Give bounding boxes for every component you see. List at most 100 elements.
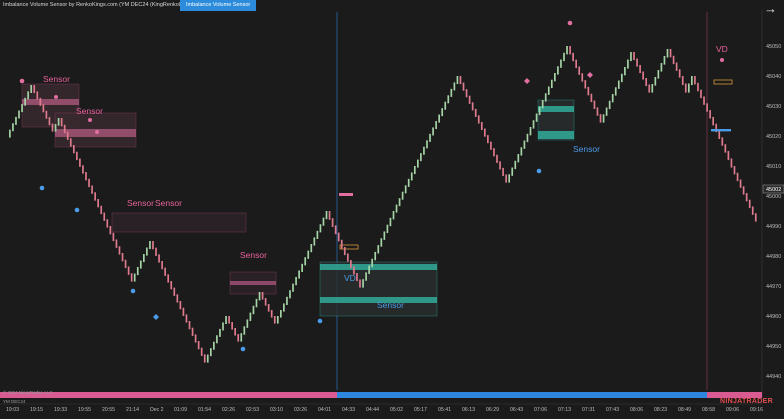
session-bar-pink-2 xyxy=(707,392,762,398)
renko-brick-up xyxy=(149,241,151,250)
renko-brick-down xyxy=(85,172,87,181)
renko-brick-down xyxy=(88,178,90,188)
renko-brick-down xyxy=(203,354,206,363)
renko-brick-down xyxy=(270,310,273,318)
renko-brick-up xyxy=(255,298,258,308)
marker-pink-dot xyxy=(567,20,573,26)
session-bar-blue xyxy=(337,392,707,398)
renko-brick-up xyxy=(429,133,431,142)
renko-brick-down xyxy=(231,322,233,330)
time-axis-labels: 19:03 19:15 19:33 19:55 20:55 21:14 Dec 2 01:09… xyxy=(6,407,763,413)
time-label: Dec 2 xyxy=(150,407,164,413)
renko-brick-down xyxy=(103,212,106,221)
time-label: 03:26 xyxy=(294,407,307,413)
renko-brick-up xyxy=(456,76,459,85)
time-label: 08:23 xyxy=(654,407,667,413)
zone-teal-1-band-a xyxy=(320,264,437,270)
price-label: 45000 xyxy=(766,194,781,200)
renko-brick-up xyxy=(57,118,60,126)
renko-brick-up xyxy=(517,154,520,163)
renko-brick-down xyxy=(724,144,727,153)
renko-brick-down xyxy=(459,76,462,85)
renko-brick-up xyxy=(225,316,227,325)
price-label: 44940 xyxy=(766,374,781,380)
renko-brick-down xyxy=(590,93,593,103)
renko-brick-down xyxy=(82,165,84,174)
renko-brick-down xyxy=(669,49,672,58)
renko-brick-up xyxy=(377,245,380,254)
renko-brick-up xyxy=(316,230,319,239)
renko-brick-up xyxy=(392,211,395,220)
renko-brick-up xyxy=(310,244,313,253)
instrument-label: YM DEC24 xyxy=(3,399,26,404)
renko-brick-up xyxy=(395,204,398,213)
renko-brick-up xyxy=(514,160,517,170)
renko-brick-down xyxy=(648,84,651,93)
renko-brick-up xyxy=(538,106,541,116)
renko-brick-down xyxy=(462,82,465,91)
renko-brick-up xyxy=(213,341,215,350)
renko-brick-up xyxy=(651,84,654,93)
renko-brick-up xyxy=(15,116,17,125)
time-label: 04:01 xyxy=(318,407,331,413)
renko-brick-down xyxy=(593,100,596,109)
marker-pink-dot xyxy=(720,58,724,62)
renko-brick-up xyxy=(371,258,374,268)
renko-brick-up xyxy=(243,326,246,335)
renko-brick-up xyxy=(663,56,666,65)
renko-brick-down xyxy=(672,55,675,65)
renko-brick-up xyxy=(276,316,279,324)
renko-brick-up xyxy=(523,140,526,149)
renko-brick-down xyxy=(575,59,578,69)
renko-brick-up xyxy=(687,83,690,93)
renko-brick-up xyxy=(554,73,556,82)
renko-brick-down xyxy=(584,80,587,89)
renko-brick-down xyxy=(191,327,194,336)
renko-brick-down xyxy=(155,247,157,256)
renko-brick-down xyxy=(748,199,751,209)
renko-brick-down xyxy=(197,341,200,350)
time-label: 19:15 xyxy=(30,407,43,413)
indicator-tab[interactable]: Imbalance Volume Sensor xyxy=(180,0,257,11)
renko-brick-up xyxy=(304,257,307,266)
renko-brick-down xyxy=(267,304,270,312)
renko-brick-up xyxy=(441,108,444,117)
time-label: 07:13 xyxy=(558,407,571,413)
renko-brick-up xyxy=(450,88,453,97)
time-label: 19:03 xyxy=(6,407,19,413)
time-label: 02:53 xyxy=(246,407,259,413)
renko-brick-up xyxy=(563,52,565,62)
renko-brick-up xyxy=(654,77,657,86)
renko-brick-down xyxy=(700,89,702,99)
renko-brick-up xyxy=(380,238,383,247)
renko-brick-down xyxy=(587,86,590,96)
time-label: 05:41 xyxy=(438,407,451,413)
annotation-sensor-7: Sensor xyxy=(573,144,600,154)
marker-blue-dot xyxy=(74,207,80,213)
marker-blue-diamond xyxy=(153,314,159,320)
renko-brick-down xyxy=(499,161,501,170)
renko-brick-up xyxy=(209,348,212,357)
arrow-right-icon[interactable]: → xyxy=(764,1,777,16)
marker-pink-dot xyxy=(95,130,99,134)
renko-brick-up xyxy=(146,247,148,256)
price-label: 45050 xyxy=(766,44,781,50)
price-label: 45020 xyxy=(766,134,781,140)
renko-brick-down xyxy=(721,137,724,146)
renko-brick-down xyxy=(328,211,331,220)
renko-brick-down xyxy=(109,226,112,235)
renko-brick-up xyxy=(627,59,629,69)
renko-brick-up xyxy=(258,292,261,301)
renko-brick-down xyxy=(179,301,182,310)
renko-brick-up xyxy=(216,335,218,344)
renko-brick-down xyxy=(72,145,75,154)
renko-brick-down xyxy=(45,110,48,119)
renko-brick-up xyxy=(401,191,404,200)
renko-brick-down xyxy=(343,247,346,256)
renko-brick-down xyxy=(264,298,267,306)
plot-area xyxy=(0,10,762,390)
renko-brick-down xyxy=(599,114,602,123)
time-label: 05:17 xyxy=(414,407,427,413)
time-label: 07:31 xyxy=(582,407,595,413)
